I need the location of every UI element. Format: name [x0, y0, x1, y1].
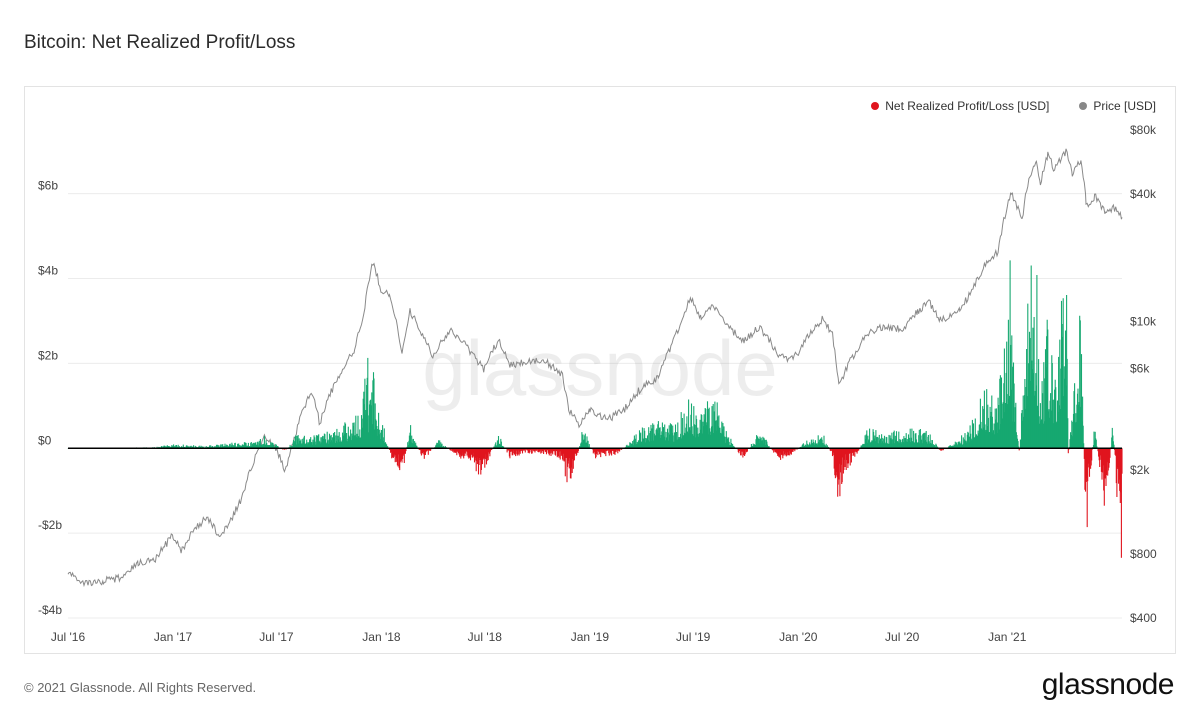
y-right-tick-label: $10k: [1130, 315, 1157, 329]
x-tick-label: Jul '20: [885, 630, 920, 644]
legend-dot-red: [871, 102, 880, 110]
price-series: [67, 148, 1123, 588]
y-left-tick-label: $4b: [38, 264, 58, 278]
chart-plot: glassnode $6b $4b $2b $0 -$2b -$4b $80k $40k $10…: [38, 123, 1157, 644]
price-line: [67, 148, 1123, 588]
x-tick-label: Jan '17: [154, 630, 193, 644]
y-right-tick-label: $400: [1130, 611, 1157, 625]
x-tick-label: Jul '17: [259, 630, 294, 644]
y-left-tick-label: $6b: [38, 179, 58, 193]
x-tick-label: Jan '21: [988, 630, 1027, 644]
axes: $6b $4b $2b $0 -$2b -$4b $80k $40k $10k $6k $2k $80…: [38, 123, 1157, 644]
y-right-tick-label: $2k: [1130, 463, 1150, 477]
x-tick-label: Jul '16: [51, 630, 86, 644]
chart-frame: [24, 86, 1176, 654]
glassnode-logo: glassnode: [1041, 668, 1175, 701]
legend-item-net-realized[interactable]: Net Realized Profit/Loss [USD]: [871, 99, 1049, 113]
y-left-tick-label: -$4b: [38, 603, 62, 617]
y-left-tick-label: $2b: [38, 348, 58, 362]
x-tick-label: Jan '20: [779, 630, 818, 644]
y-right-tick-label: $6k: [1130, 362, 1150, 376]
x-tick-label: Jul '19: [676, 630, 711, 644]
y-left-tick-label: $0: [38, 433, 52, 447]
x-tick-label: Jan '18: [362, 630, 401, 644]
y-right-tick-label: $40k: [1130, 187, 1157, 201]
legend-label: Price [USD]: [1093, 99, 1156, 113]
legend-dot-gray: [1079, 102, 1088, 110]
y-right-tick-label: $80k: [1130, 123, 1157, 137]
legend-item-price[interactable]: Price [USD]: [1079, 99, 1156, 113]
copyright-text: © 2021 Glassnode. All Rights Reserved.: [24, 680, 257, 695]
watermark: glassnode: [422, 324, 778, 412]
legend-label: Net Realized Profit/Loss [USD]: [885, 99, 1050, 113]
y-left-tick-label: -$2b: [38, 518, 62, 532]
grid-lines: [68, 193, 1122, 619]
x-tick-label: Jan '19: [571, 630, 610, 644]
y-right-tick-label: $800: [1130, 547, 1157, 561]
chart-title: Bitcoin: Net Realized Profit/Loss: [24, 32, 296, 53]
x-tick-label: Jul '18: [468, 630, 503, 644]
legend: Net Realized Profit/Loss [USD] Price [US…: [871, 99, 1156, 113]
